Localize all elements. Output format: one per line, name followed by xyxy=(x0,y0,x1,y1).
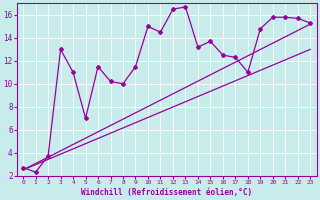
X-axis label: Windchill (Refroidissement éolien,°C): Windchill (Refroidissement éolien,°C) xyxy=(81,188,252,197)
